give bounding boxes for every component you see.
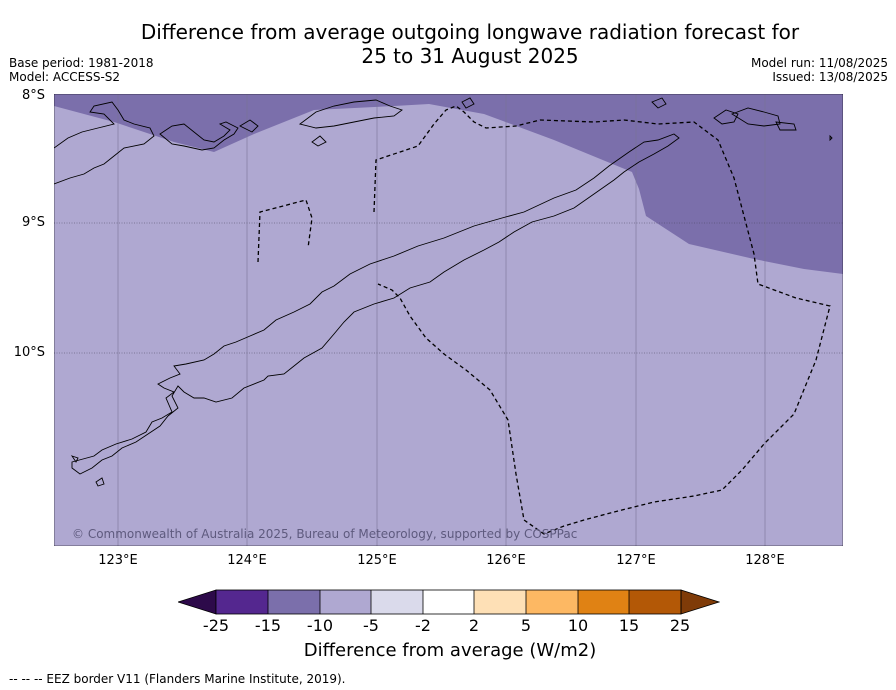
colorbar-tick: -5: [363, 616, 379, 635]
colorbar-extend-low: [178, 589, 217, 615]
lon-label-126e: 126°E: [486, 553, 526, 568]
lon-label-127e: 127°E: [616, 553, 656, 568]
alor-coastline: [159, 121, 239, 151]
colorbar-bin-6: [474, 590, 526, 614]
colorbar-tick: 2: [468, 616, 480, 635]
model-run: Model run: 11/08/2025: [750, 56, 888, 70]
small-island-west: [95, 477, 105, 487]
lat-label-8s: 8°S: [21, 88, 45, 103]
colorbar-bin-5: [423, 590, 474, 614]
semau-coastline: [70, 455, 79, 463]
coastlines: [54, 97, 833, 487]
meta-left: Base period: 1981-2018 Model: ACCESS-S2: [9, 56, 154, 84]
lat-label-10s: 10°S: [13, 345, 45, 360]
map-copyright: © Commonwealth of Australia 2025, Bureau…: [72, 527, 577, 541]
colorbar-tick: -25: [202, 616, 230, 635]
damar-coastline: [730, 107, 781, 127]
anomaly-field-dark: [54, 94, 843, 274]
colorbar-tick: 10: [567, 616, 589, 635]
eez-footnote: -- -- -- EEZ border V11 (Flanders Marine…: [9, 672, 346, 686]
title-line-2: 25 to 31 August 2025: [361, 44, 579, 68]
colorbar-bin-9: [629, 590, 681, 614]
colorbar-tick: 5: [520, 616, 532, 635]
base-period: Base period: 1981-2018: [9, 56, 154, 70]
title-line-1: Difference from average outgoing longwav…: [140, 20, 800, 44]
colorbar-title: Difference from average (W/m2): [303, 640, 597, 661]
northern-islands-coastline: [54, 101, 155, 185]
babar-coastline: [713, 109, 739, 125]
colorbar-tick: -10: [306, 616, 334, 635]
colorbar-tick: -2: [415, 616, 431, 635]
timor-coastline: [71, 133, 680, 475]
meta-right: Model run: 11/08/2025 Issued: 13/08/2025: [751, 56, 888, 84]
lon-label-125e: 125°E: [357, 553, 397, 568]
colorbar-bin-7: [526, 590, 578, 614]
map-title: Difference from average outgoing longwav…: [0, 20, 896, 68]
kisar-coastline: [311, 135, 327, 147]
leti-coastline: [651, 97, 667, 109]
colorbar-bin-1: [216, 590, 268, 614]
tiny-islet-1: [829, 134, 833, 142]
graticule: [117, 94, 766, 546]
colorbar-tick: -15: [254, 616, 282, 635]
model-name: Model: ACCESS-S2: [9, 70, 121, 84]
colorbar-tick: 25: [669, 616, 691, 635]
colorbar: [178, 589, 720, 615]
colorbar-bin-4: [371, 590, 423, 614]
eastern-islet-coastline: [775, 121, 797, 131]
colorbar-bin-8: [578, 590, 629, 614]
eez-border: [257, 105, 831, 535]
colorbar-extend-high: [680, 589, 720, 615]
romang-coastline: [461, 97, 475, 109]
lon-label-124e: 124°E: [227, 553, 267, 568]
colorbar-tick: 15: [618, 616, 640, 635]
graticule-lat: [54, 222, 843, 354]
map-panel: © Commonwealth of Australia 2025, Bureau…: [54, 94, 843, 546]
atauro-coastline: [239, 119, 259, 133]
wetar-coastline: [298, 99, 403, 129]
lon-label-128e: 128°E: [745, 553, 785, 568]
issued-date: Issued: 13/08/2025: [772, 70, 888, 84]
colorbar-bin-2: [268, 590, 320, 614]
lon-label-123e: 123°E: [98, 553, 138, 568]
colorbar-bin-3: [320, 590, 371, 614]
lat-label-9s: 9°S: [21, 215, 45, 230]
